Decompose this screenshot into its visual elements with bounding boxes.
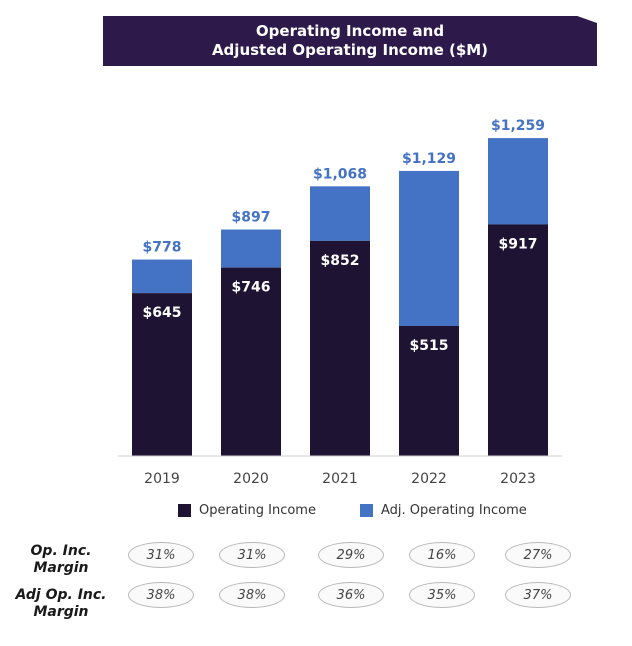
- op-margin-label-line-1: Op. Inc.: [30, 543, 92, 559]
- x-tick-label-2023: 2023: [500, 471, 536, 487]
- x-tick-label-2021: 2021: [322, 471, 358, 487]
- op-margin-label-line-2: Margin: [33, 560, 89, 576]
- bar-operating-income-2019: [132, 293, 192, 456]
- x-tick-label-2020: 2020: [233, 471, 269, 487]
- data-label-operating-income-2020: $746: [232, 280, 271, 296]
- chart-title-line-1: Operating Income and: [255, 22, 445, 40]
- data-label-total-2023: $1,259: [491, 118, 545, 134]
- adj-margin-label-line-2: Margin: [33, 604, 89, 620]
- op-margin-2020: 31%: [219, 542, 285, 568]
- bar-adj-operating-income-2019: [132, 259, 192, 294]
- legend-label-adj-operating-income: Adj. Operating Income: [381, 503, 527, 518]
- legend-item-adj-operating-income: Adj. Operating Income: [360, 503, 527, 518]
- op-margin-2023: 27%: [505, 542, 571, 568]
- bar-operating-income-2020: [221, 267, 281, 456]
- data-label-total-2020: $897: [232, 210, 271, 226]
- bar-operating-income-2022: [399, 325, 459, 456]
- adj-margin-2019: 38%: [128, 582, 194, 608]
- chart-title-line-2: Adjusted Operating Income ($M): [211, 41, 489, 59]
- data-label-operating-income-2021: $852: [321, 253, 360, 269]
- adj-margin-label-line-1: Adj Op. Inc.: [15, 587, 107, 603]
- x-tick-label-2022: 2022: [411, 471, 447, 487]
- legend-swatch-adj-operating-income: [360, 504, 373, 517]
- bar-adj-operating-income-2021: [310, 186, 370, 241]
- chart-title-banner: Operating Income and Adjusted Operating …: [103, 16, 597, 66]
- legend-label-operating-income: Operating Income: [199, 503, 316, 518]
- adj-margin-2022: 35%: [409, 582, 475, 608]
- legend-swatch-operating-income: [178, 504, 191, 517]
- op-margin-row-label: Op. Inc. Margin: [6, 543, 116, 577]
- data-label-total-2021: $1,068: [313, 166, 367, 182]
- data-label-operating-income-2022: $515: [410, 338, 449, 354]
- data-label-total-2019: $778: [143, 240, 182, 256]
- adj-margin-2023: 37%: [505, 582, 571, 608]
- legend-item-operating-income: Operating Income: [178, 503, 316, 518]
- data-label-operating-income-2019: $645: [143, 305, 182, 321]
- op-margin-2019: 31%: [128, 542, 194, 568]
- adj-margin-row-label: Adj Op. Inc. Margin: [6, 587, 116, 621]
- bar-operating-income-2021: [310, 240, 370, 456]
- adj-margin-2020: 38%: [219, 582, 285, 608]
- data-label-total-2022: $1,129: [402, 151, 456, 167]
- x-tick-label-2019: 2019: [144, 471, 180, 487]
- bar-adj-operating-income-2023: [488, 138, 548, 225]
- data-label-operating-income-2023: $917: [499, 236, 538, 252]
- op-margin-2022: 16%: [409, 542, 475, 568]
- stacked-bar-chart: $645 $778 2019 $746 $897 2020 $852 $1,068 2021 $5…: [118, 118, 562, 487]
- adj-margin-2021: 36%: [318, 582, 384, 608]
- bar-operating-income-2023: [488, 224, 548, 456]
- bar-adj-operating-income-2020: [221, 229, 281, 268]
- op-margin-2021: 29%: [318, 542, 384, 568]
- bar-adj-operating-income-2022: [399, 170, 459, 326]
